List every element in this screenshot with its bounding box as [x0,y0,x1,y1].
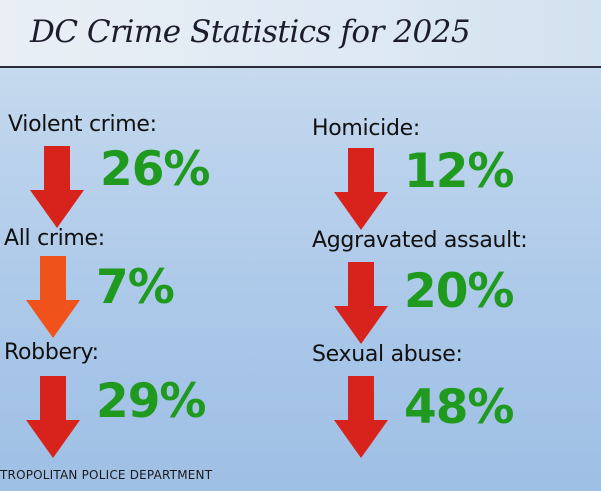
stat-label: All crime: [4,226,105,251]
stat-label: Violent crime: [8,112,157,137]
page-title: DC Crime Statistics for 2025 [30,14,471,50]
title-divider [0,66,601,68]
stat-label: Robbery: [4,340,99,365]
down-arrow-icon [334,262,388,344]
title-band [0,0,601,68]
stat-label: Homicide: [312,116,420,141]
down-arrow-icon [334,148,388,230]
down-arrow-icon [26,376,80,458]
down-arrow-icon [334,376,388,458]
source-footer: TROPOLITAN POLICE DEPARTMENT [0,468,213,482]
stat-value: 48% [404,380,514,435]
stat-value: 12% [404,144,514,199]
stat-label: Sexual abuse: [312,342,463,367]
down-arrow-icon [30,146,84,228]
down-arrow-icon [26,256,80,338]
stat-value: 29% [96,374,206,429]
stat-value: 20% [404,264,514,319]
stat-value: 7% [96,260,175,315]
stat-label: Aggravated assault: [312,228,528,253]
stat-value: 26% [100,142,210,197]
